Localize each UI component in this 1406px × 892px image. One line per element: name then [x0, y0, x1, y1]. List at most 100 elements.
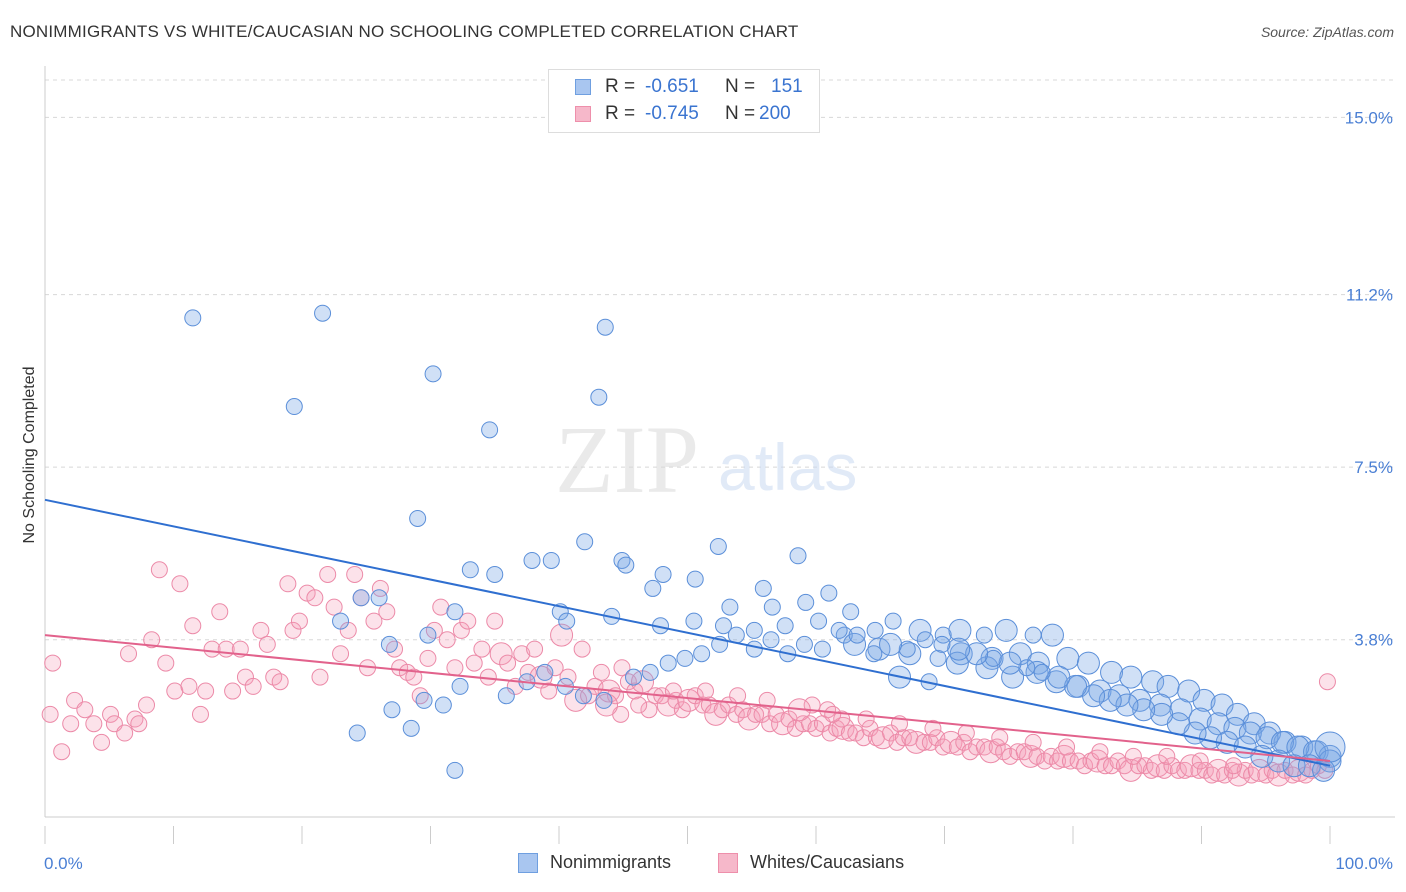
- point-whites-caucasians: [833, 710, 851, 728]
- point-whites-caucasians: [76, 701, 94, 719]
- point-whites-caucasians: [116, 724, 134, 742]
- point-whites-caucasians: [405, 668, 423, 686]
- legend-swatch-blue: [575, 79, 591, 95]
- y-tick-label: 15.0%: [1345, 108, 1393, 127]
- point-whites-caucasians: [1015, 743, 1033, 761]
- point-whites-caucasians: [325, 598, 343, 616]
- point-whites-caucasians: [1009, 743, 1027, 761]
- point-whites-caucasians: [332, 645, 350, 663]
- point-whites-caucasians: [459, 612, 477, 630]
- point-whites-caucasians: [1169, 761, 1187, 779]
- point-nonimmigrants: [542, 551, 560, 569]
- point-whites-caucasians: [696, 682, 714, 700]
- point-whites-caucasians: [640, 701, 658, 719]
- point-nonimmigrants: [1024, 626, 1042, 644]
- point-nonimmigrants: [1008, 642, 1032, 666]
- point-whites-caucasians: [592, 663, 610, 681]
- point-nonimmigrants: [659, 654, 677, 672]
- point-nonimmigrants: [916, 631, 934, 649]
- point-whites-caucasians: [120, 645, 138, 663]
- point-nonimmigrants: [1188, 707, 1212, 731]
- point-whites-caucasians: [130, 715, 148, 733]
- point-nonimmigrants: [810, 612, 828, 630]
- point-nonimmigrants: [984, 649, 1002, 667]
- point-whites-caucasians: [311, 668, 329, 686]
- point-nonimmigrants: [948, 618, 972, 642]
- point-whites-caucasians: [694, 696, 712, 714]
- point-whites-caucasians: [378, 603, 396, 621]
- point-whites-caucasians: [53, 743, 71, 761]
- point-nonimmigrants: [843, 632, 867, 656]
- y-tick-label: 7.5%: [1354, 458, 1393, 477]
- point-whites-caucasians: [729, 687, 747, 705]
- point-nonimmigrants: [1255, 726, 1279, 750]
- point-nonimmigrants: [1318, 744, 1342, 768]
- point-nonimmigrants: [461, 561, 479, 579]
- point-whites-caucasians: [550, 623, 574, 647]
- point-nonimmigrants: [820, 584, 838, 602]
- point-nonimmigrants: [419, 626, 437, 644]
- legend-row-whites: R = -0.745 N = 200: [549, 101, 791, 127]
- point-whites-caucasians: [513, 645, 531, 663]
- point-nonimmigrants: [721, 598, 739, 616]
- point-nonimmigrants: [641, 663, 659, 681]
- point-whites-caucasians: [1318, 673, 1336, 691]
- point-nonimmigrants: [184, 309, 202, 327]
- point-nonimmigrants: [332, 612, 350, 630]
- point-whites-caucasians: [861, 719, 879, 737]
- point-nonimmigrants: [1141, 670, 1165, 694]
- point-whites-caucasians: [586, 677, 604, 695]
- point-whites-caucasians: [928, 729, 946, 747]
- point-nonimmigrants: [590, 388, 608, 406]
- point-whites-caucasians: [1179, 754, 1203, 778]
- chart-title: NONIMMIGRANTS VS WHITE/CAUCASIAN NO SCHO…: [10, 22, 799, 41]
- point-nonimmigrants: [693, 645, 711, 663]
- point-nonimmigrants: [975, 626, 993, 644]
- bottom-legend: Nonimmigrants Whites/Caucasians: [0, 852, 1406, 876]
- point-nonimmigrants: [1150, 702, 1174, 726]
- point-nonimmigrants: [842, 603, 860, 621]
- point-whites-caucasians: [489, 642, 513, 666]
- point-whites-caucasians: [432, 598, 450, 616]
- point-nonimmigrants: [745, 640, 763, 658]
- point-nonimmigrants: [486, 565, 504, 583]
- point-nonimmigrants: [481, 421, 499, 439]
- point-whites-caucasians: [882, 724, 900, 742]
- point-whites-caucasians: [546, 659, 564, 677]
- point-nonimmigrants: [558, 612, 576, 630]
- series-whites-caucasians: [41, 561, 1336, 787]
- point-whites-caucasians: [452, 621, 470, 639]
- point-nonimmigrants: [497, 687, 515, 705]
- point-nonimmigrants: [929, 649, 947, 667]
- point-whites-caucasians: [171, 575, 189, 593]
- point-nonimmigrants: [1026, 651, 1050, 675]
- point-nonimmigrants: [1088, 679, 1112, 703]
- point-whites-caucasians: [1091, 743, 1109, 761]
- legend-n-label: N =: [725, 76, 756, 97]
- point-nonimmigrants: [709, 537, 727, 555]
- point-nonimmigrants: [348, 724, 366, 742]
- point-nonimmigrants: [424, 365, 442, 383]
- point-nonimmigrants: [1192, 688, 1216, 712]
- point-whites-caucasians: [166, 682, 184, 700]
- point-nonimmigrants: [285, 398, 303, 416]
- point-whites-caucasians: [138, 696, 156, 714]
- point-whites-caucasians: [1124, 747, 1142, 765]
- point-whites-caucasians: [957, 724, 975, 742]
- point-whites-caucasians: [626, 682, 644, 700]
- point-whites-caucasians: [217, 640, 235, 658]
- point-nonimmigrants: [536, 663, 554, 681]
- bottom-legend-whites[interactable]: Whites/Caucasians: [718, 852, 904, 873]
- point-whites-caucasians: [975, 738, 993, 756]
- point-whites-caucasians: [924, 719, 942, 737]
- bottom-legend-nonimmigrants[interactable]: Nonimmigrants: [518, 852, 671, 873]
- y-tick-label: 3.8%: [1354, 631, 1393, 650]
- y-tick-label: 11.2%: [1346, 286, 1393, 305]
- point-nonimmigrants: [644, 579, 662, 597]
- point-nonimmigrants: [714, 617, 732, 635]
- point-nonimmigrants: [576, 533, 594, 551]
- point-nonimmigrants: [947, 637, 971, 661]
- point-nonimmigrants: [596, 318, 614, 336]
- point-nonimmigrants: [795, 635, 813, 653]
- point-whites-caucasians: [486, 612, 504, 630]
